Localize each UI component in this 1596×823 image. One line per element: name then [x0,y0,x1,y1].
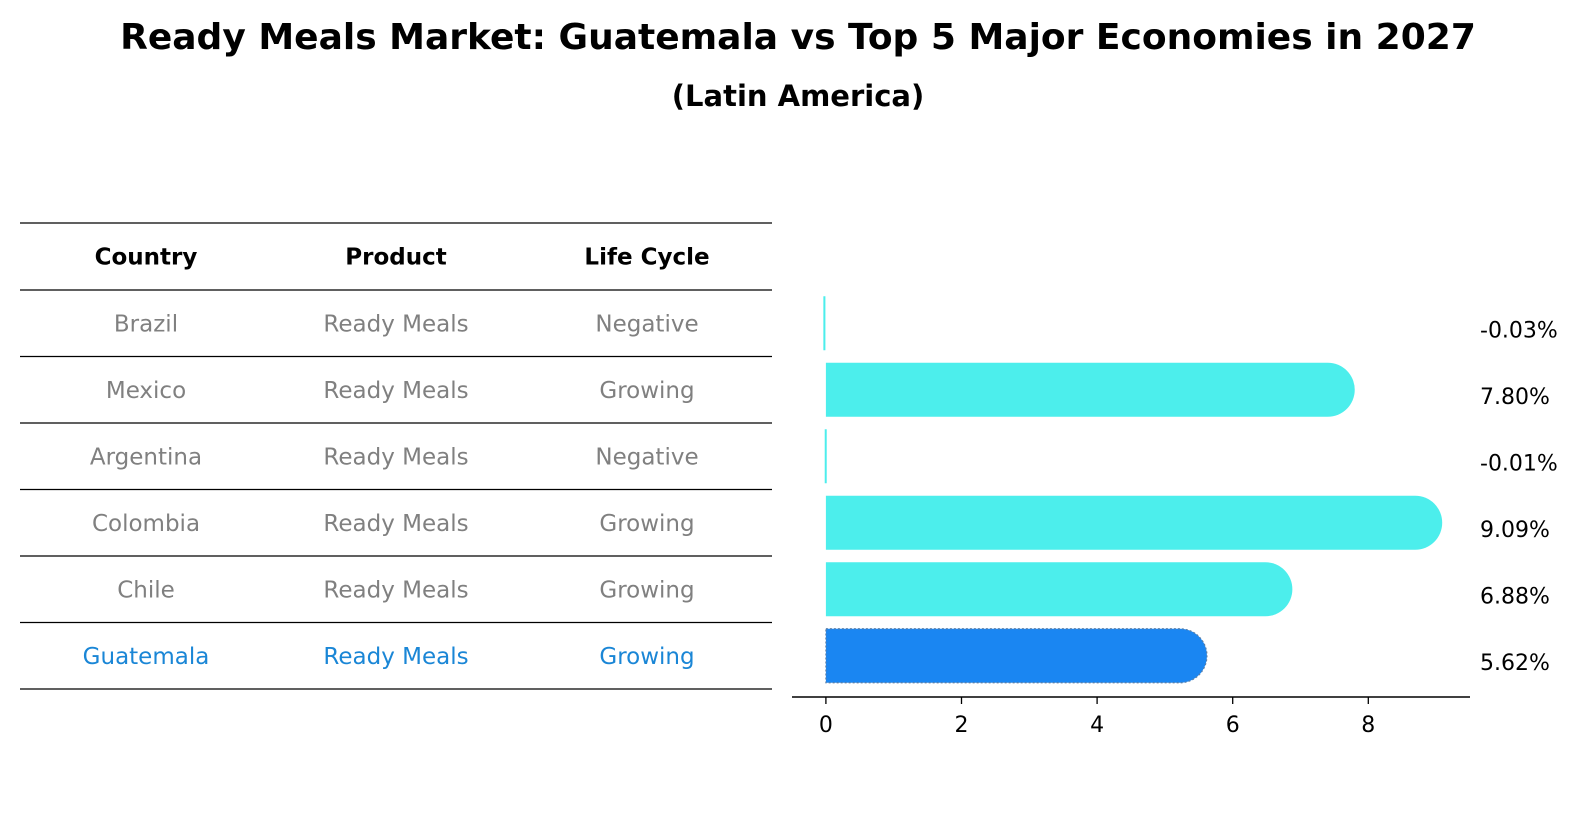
table-cell-life-cycle: Growing [599,577,694,603]
table-cell-country: Argentina [90,444,202,470]
x-axis-tick-label: 0 [819,713,833,738]
table-cell-product: Ready Meals [323,644,468,670]
bar-value-label: 5.62% [1480,651,1550,676]
table-header-cell: Life Cycle [584,245,709,271]
bar-brazil [823,296,826,351]
table-cell-country: Chile [117,577,175,603]
bar-value-label: -0.03% [1480,318,1558,343]
x-axis-tick-label: 6 [1226,713,1240,738]
table-cell-life-cycle: Growing [599,644,694,670]
bar-highlight-outline [825,628,1208,684]
table-cell-product: Ready Meals [323,511,468,537]
table-cell-product: Ready Meals [323,577,468,603]
table-cell-product: Ready Meals [323,444,468,470]
bar-chile [825,562,1293,617]
table-cell-country: Colombia [92,511,200,537]
bar-value-label: 9.09% [1480,518,1550,543]
table-header-cell: Country [95,245,198,271]
table-cell-life-cycle: Negative [595,311,698,337]
bar-value-label: 7.80% [1480,385,1550,410]
table-header-cell: Product [345,245,446,271]
bar-value-label: 6.88% [1480,584,1550,609]
table-cell-product: Ready Meals [323,378,468,404]
bar-chart: -0.03% 7.80% -0.01% 9.09% 6.88% 5.62% 0 2 4 6 8 [792,296,1558,738]
x-axis-tick-label: 2 [955,713,969,738]
table-cell-country: Brazil [114,311,178,337]
table-cell-life-cycle: Growing [599,511,694,537]
x-axis-tick-label: 4 [1090,713,1104,738]
x-axis-tick-label: 8 [1361,713,1375,738]
table-cell-country: Guatemala [83,644,210,670]
table-cell-country: Mexico [106,378,186,404]
table-cell-product: Ready Meals [323,311,468,337]
bar-mexico [825,362,1355,417]
table-cell-life-cycle: Negative [595,444,698,470]
bar-value-label: -0.01% [1480,451,1558,476]
bar-colombia [825,495,1443,550]
table-cell-life-cycle: Growing [599,378,694,404]
bar-argentina [824,429,827,484]
bar-guatemala [825,628,1207,683]
country-table: Country Product Life Cycle Brazil Ready Meal… [20,222,772,690]
chart-subtitle: (Latin America) [671,79,925,113]
chart-title: Ready Meals Market: Guatemala vs Top 5 M… [120,17,1476,58]
